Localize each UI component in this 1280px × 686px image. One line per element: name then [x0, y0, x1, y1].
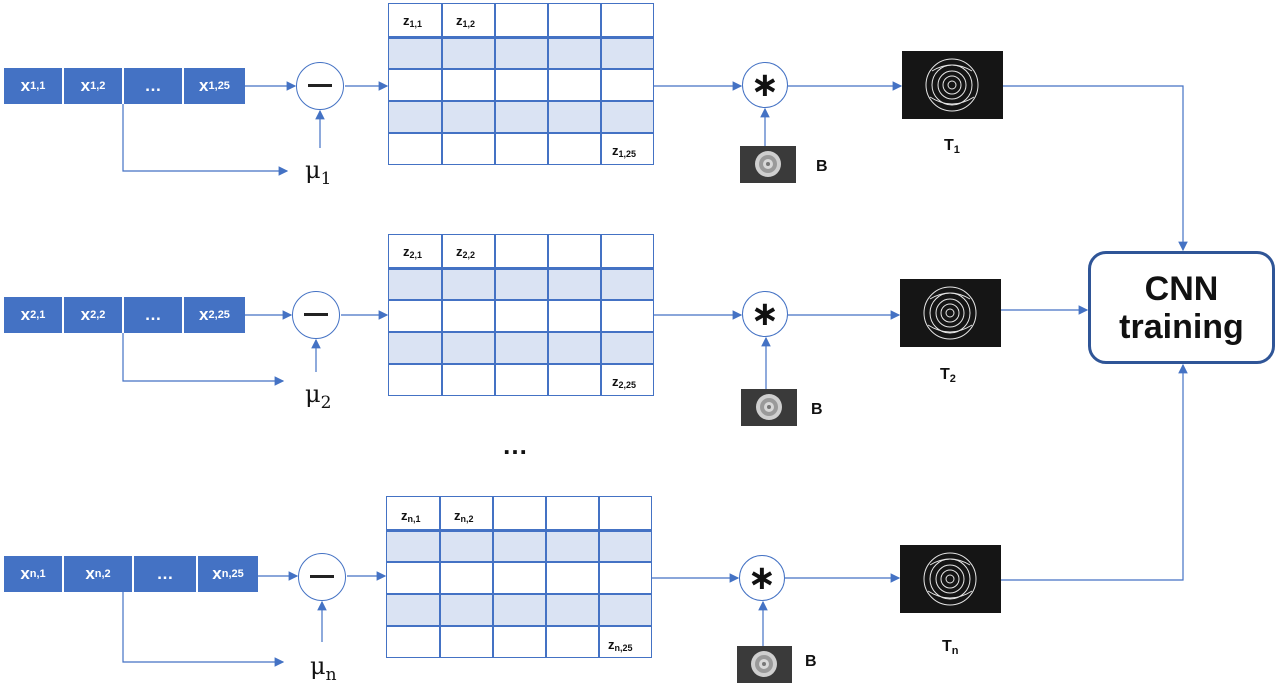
t-label: T1	[944, 137, 960, 156]
arrow-t-to-cnn	[1001, 363, 1188, 581]
arrow-x-to-mean	[122, 104, 289, 176]
asterisk-icon: ∗	[742, 62, 788, 108]
z-label: zn,25	[608, 637, 633, 653]
minus-circle-icon	[298, 553, 346, 601]
x-cell-ellipsis: …	[134, 556, 196, 592]
x-cell: x 1,1	[4, 68, 62, 104]
mean-label: μn	[310, 652, 337, 685]
mean-label: μ1	[305, 156, 332, 189]
rose-image	[900, 545, 1001, 613]
rose-image	[740, 146, 796, 183]
cnn-title: CNN	[1144, 269, 1219, 308]
x-cell-ellipsis: …	[124, 68, 182, 104]
asterisk-icon: ∗	[742, 291, 788, 337]
rose-image	[902, 51, 1003, 119]
b-label: B	[816, 158, 828, 175]
x-cell: x n,2	[64, 556, 132, 592]
z-label: z2,1	[403, 244, 423, 260]
b-label: B	[805, 653, 817, 670]
ellipsis: …	[502, 430, 529, 460]
z-label: z1,2	[456, 13, 476, 29]
x-cell: x 1,2	[64, 68, 122, 104]
z-matrix: z2,1 z2,2 z2,25	[388, 234, 654, 396]
arrow-t-to-cnn	[1003, 85, 1188, 252]
x-cell: x n,1	[4, 556, 62, 592]
minus-circle-icon	[292, 291, 340, 339]
z-matrix: zn,1 zn,2 zn,25	[386, 496, 652, 658]
cnn-training-box: CNN training	[1088, 251, 1275, 364]
z-label: z1,1	[403, 13, 423, 29]
b-label: B	[811, 401, 823, 418]
z-label: z1,25	[612, 143, 637, 159]
rose-image	[741, 389, 797, 426]
arrow-x-to-mean	[122, 333, 285, 386]
cnn-subtitle: training	[1119, 307, 1244, 346]
asterisk-icon: ∗	[739, 555, 785, 601]
rose-image	[900, 279, 1001, 347]
mean-label: μ2	[305, 380, 332, 413]
z-label: zn,2	[454, 508, 474, 524]
z-label: z2,2	[456, 244, 476, 260]
rose-image	[737, 646, 792, 683]
x-cell: x 2,25	[184, 297, 245, 333]
x-cell: x 2,1	[4, 297, 62, 333]
minus-circle-icon	[296, 62, 344, 110]
x-cell: x 1,25	[184, 68, 245, 104]
z-label: zn,1	[401, 508, 421, 524]
t-label: T2	[940, 366, 956, 385]
z-matrix: z1,1 z1,2 z1,25	[388, 3, 654, 165]
arrow-x-to-mean	[122, 592, 285, 667]
x-cell-ellipsis: …	[124, 297, 182, 333]
x-cell: x n,25	[198, 556, 258, 592]
z-label: z2,25	[612, 374, 637, 390]
x-cell: x 2,2	[64, 297, 122, 333]
t-label: Tn	[942, 638, 959, 657]
